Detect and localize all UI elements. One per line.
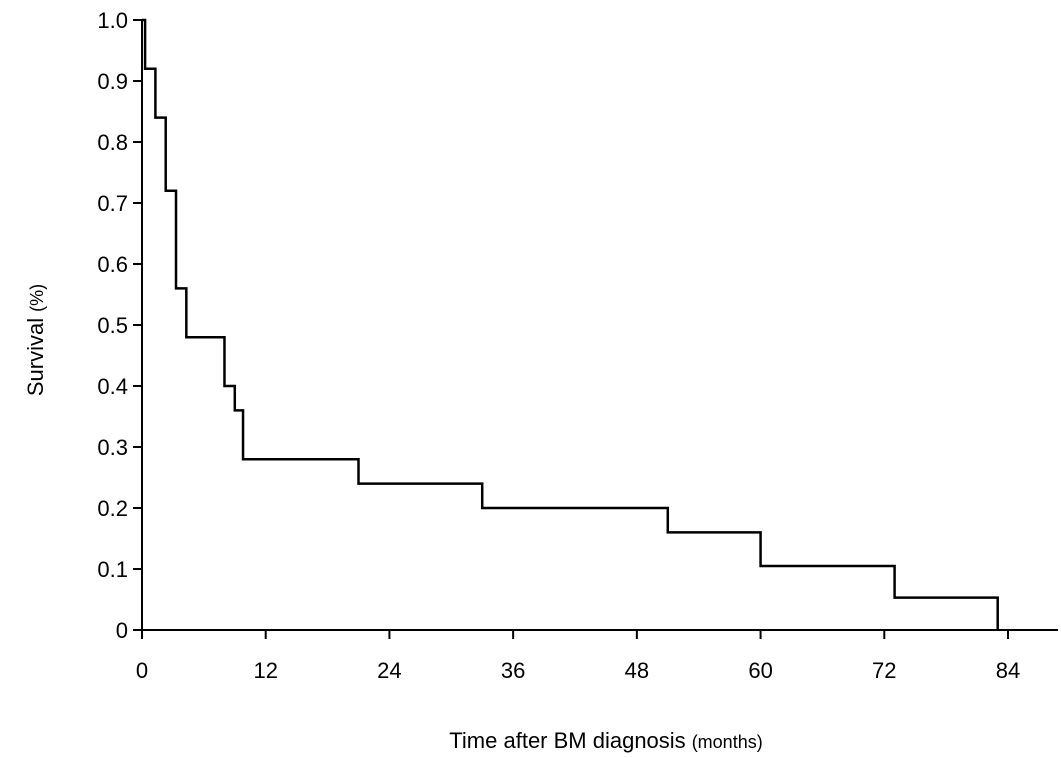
- y-axis-unit: (%): [27, 284, 47, 312]
- y-tick-label: 1.0: [97, 8, 128, 33]
- x-tick-label: 72: [872, 658, 896, 683]
- y-tick-label: 0.4: [97, 374, 128, 399]
- y-axis: 0 0.1 0.2 0.3 0.4 0.5 0.6 0.7 0.8 0.9 1.0: [97, 8, 143, 643]
- x-tick-label: 60: [748, 658, 772, 683]
- y-axis-title: Survival (%): [23, 284, 48, 396]
- y-tick-label: 0.5: [97, 313, 128, 338]
- y-tick-label: 0.8: [97, 130, 128, 155]
- x-tick-label: 0: [136, 658, 148, 683]
- y-tick-label: 0.9: [97, 69, 128, 94]
- x-axis-title-text: Time after BM diagnosis: [449, 728, 685, 753]
- plot-area: [142, 18, 999, 630]
- x-tick-label: 12: [253, 658, 277, 683]
- survival-step-line: [142, 18, 999, 630]
- y-tick-label: 0.1: [97, 557, 128, 582]
- x-axis-title: Time after BM diagnosis (months): [449, 728, 762, 753]
- x-tick-label: 48: [625, 658, 649, 683]
- y-tick-label: 0.7: [97, 191, 128, 216]
- x-axis-unit: (months): [692, 732, 763, 752]
- y-tick-label: 0.2: [97, 496, 128, 521]
- y-tick-label: 0.6: [97, 252, 128, 277]
- x-tick-label: 36: [501, 658, 525, 683]
- y-axis-title-text: Survival: [23, 318, 48, 396]
- y-tick-label: 0.3: [97, 435, 128, 460]
- x-tick-label: 84: [996, 658, 1020, 683]
- y-tick-label: 0: [116, 618, 128, 643]
- x-tick-label: 24: [377, 658, 401, 683]
- x-axis: 0 12 24 36 48 60 72 84: [136, 629, 1058, 683]
